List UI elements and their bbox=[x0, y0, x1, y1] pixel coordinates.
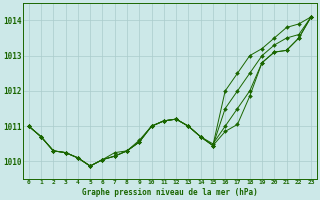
X-axis label: Graphe pression niveau de la mer (hPa): Graphe pression niveau de la mer (hPa) bbox=[82, 188, 258, 197]
